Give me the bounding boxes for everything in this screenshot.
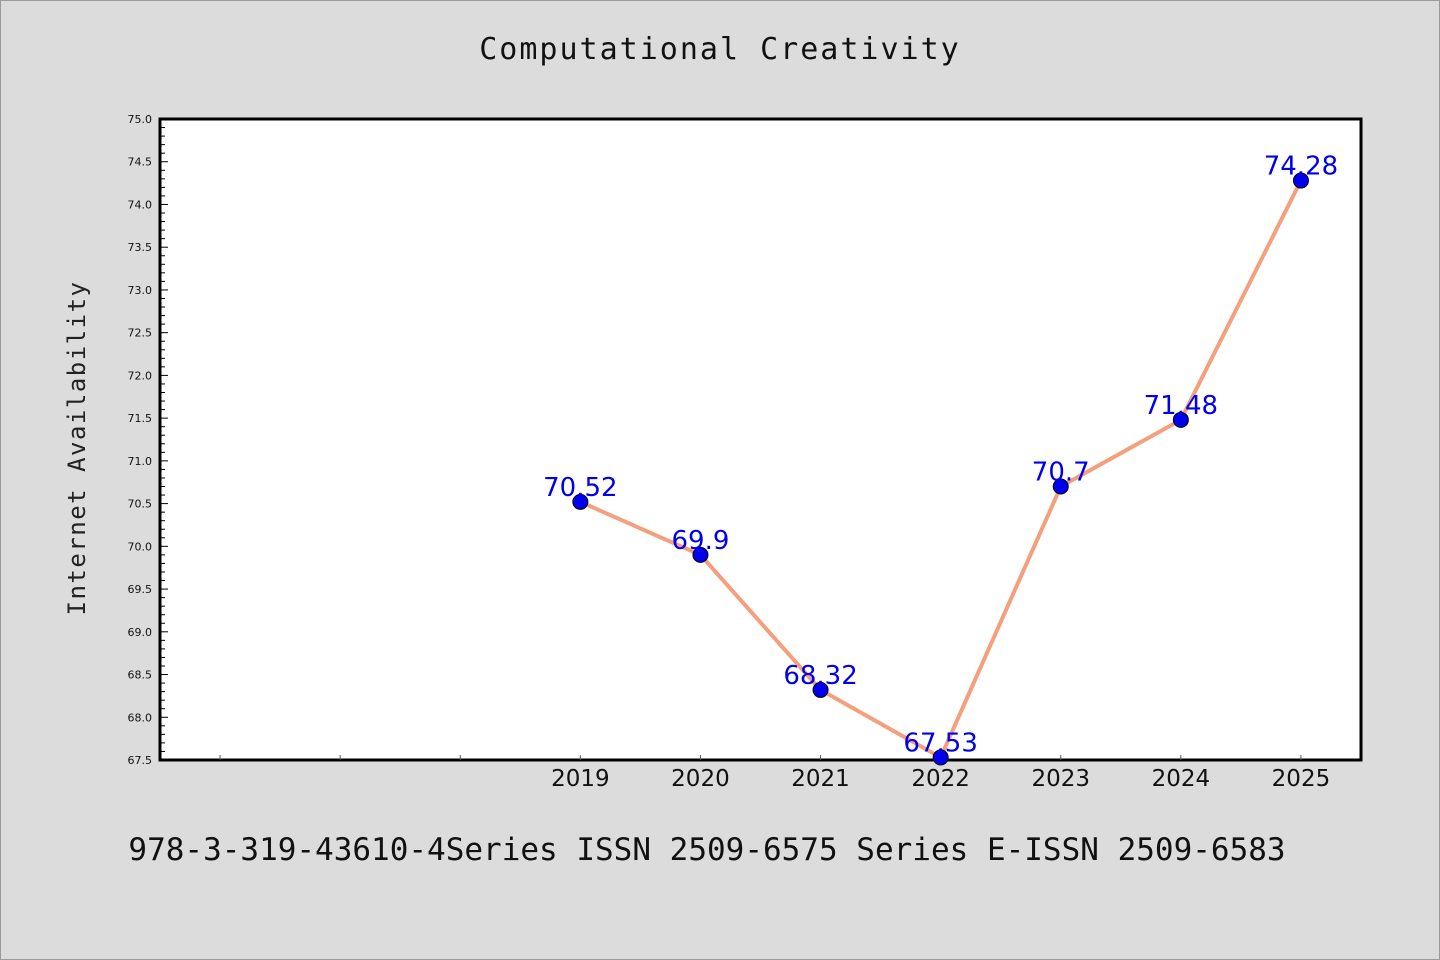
x-tick-label: 2024 [1152,766,1211,792]
data-point [1052,478,1069,495]
x-tick-label: 2025 [1272,766,1331,792]
data-point [1292,172,1309,189]
y-tick-label: 72.5 [128,327,153,340]
data-point [932,749,949,766]
data-label: 70.7 [1032,458,1090,488]
isbn-issn-note: 978-3-319-43610-4Series ISSN 2509-6575 S… [128,832,1286,868]
data-label: 68.32 [783,661,857,691]
data-label: 67.53 [903,728,977,758]
data-label: 69.9 [672,526,730,556]
data-point [572,493,589,510]
plot-area [158,117,1363,762]
y-tick-label: 73.5 [128,241,153,254]
y-tick-label: 69.5 [128,583,153,596]
y-tick-label: 71.5 [128,412,153,425]
x-tick-label: 2023 [1031,766,1090,792]
y-tick-label: 68.0 [128,711,153,724]
y-tick-label: 71.0 [128,455,153,468]
x-tick-label: 2020 [671,766,730,792]
y-tick-label: 68.5 [128,669,153,682]
x-tick-label: 2022 [911,766,970,792]
x-tick-label: 2019 [551,766,610,792]
y-tick-label: 75.0 [128,113,153,126]
data-point [812,681,829,698]
y-tick-label: 67.5 [128,754,153,767]
chart-title: Computational Creativity [479,32,961,67]
y-tick-label: 74.5 [128,156,153,169]
y-tick-label: 70.0 [128,540,153,553]
y-tick-label: 72.0 [128,369,153,382]
y-tick-label: 74.0 [128,198,153,211]
y-tick-label: 73.0 [128,284,153,297]
data-label: 74.28 [1264,152,1338,182]
data-label: 70.52 [543,473,617,503]
y-tick-label: 69.0 [128,626,153,639]
x-tick-label: 2021 [791,766,850,792]
data-point [1172,411,1189,428]
y-tick-label: 70.5 [128,498,153,511]
data-label: 71.48 [1144,391,1218,421]
data-point [692,546,709,563]
y-axis-label: Internet Availability [63,281,91,616]
